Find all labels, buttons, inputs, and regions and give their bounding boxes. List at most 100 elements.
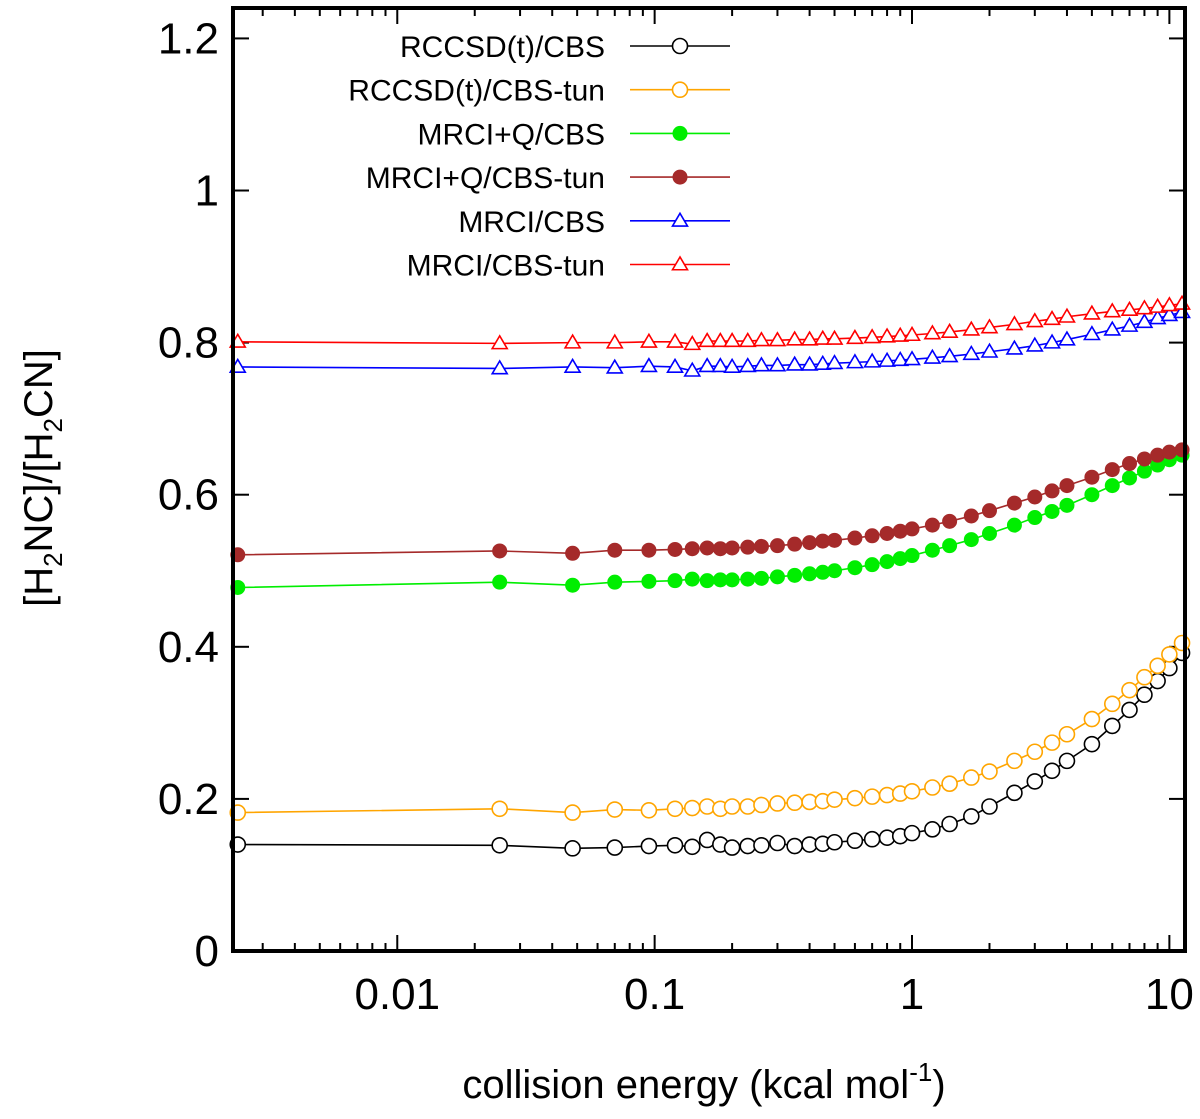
x-tick-label: 1 bbox=[900, 970, 924, 1019]
series-5 bbox=[228, 294, 1191, 351]
data-point bbox=[1148, 297, 1167, 313]
y-axis-title-sub: 2 bbox=[38, 552, 68, 566]
data-point bbox=[1135, 313, 1154, 329]
data-point bbox=[1136, 686, 1153, 704]
data-point bbox=[1084, 469, 1100, 485]
data-point bbox=[683, 361, 702, 377]
data-point bbox=[666, 332, 684, 348]
legend-item: MRCI+Q/CBS-tun bbox=[366, 162, 730, 195]
data-point bbox=[605, 333, 624, 349]
data-point bbox=[1122, 456, 1138, 472]
x-axis-title: collision energy (kcal mol-1) bbox=[462, 1057, 945, 1107]
data-point bbox=[879, 525, 895, 541]
data-point bbox=[1059, 497, 1075, 513]
legend-label: MRCI/CBS-tun bbox=[407, 250, 605, 283]
y-axis-title-sub: 2 bbox=[38, 418, 68, 432]
data-point bbox=[942, 538, 958, 554]
data-point bbox=[1173, 294, 1191, 310]
data-point bbox=[752, 331, 771, 347]
legend-item: RCCSD(t)/CBS bbox=[400, 31, 730, 64]
data-point bbox=[563, 333, 582, 349]
data-point bbox=[863, 328, 882, 344]
data-point bbox=[863, 830, 881, 848]
data-point bbox=[491, 836, 508, 854]
data-point bbox=[1120, 300, 1139, 316]
data-point bbox=[563, 357, 582, 373]
data-point bbox=[1005, 315, 1024, 331]
data-point bbox=[800, 330, 819, 346]
legend-marker bbox=[671, 37, 689, 55]
data-point bbox=[1160, 306, 1179, 322]
data-point bbox=[1083, 325, 1101, 341]
data-point bbox=[785, 330, 804, 346]
data-point bbox=[864, 557, 880, 573]
data-point bbox=[846, 353, 864, 369]
data-point bbox=[723, 357, 742, 373]
tick-labels: 0 0.2 0.4 0.6 0.8 1 1.2 0.01 0.1 1 10 bbox=[158, 14, 1194, 1019]
data-point bbox=[940, 322, 959, 339]
series-1 bbox=[229, 634, 1191, 821]
data-point bbox=[981, 763, 998, 780]
data-point bbox=[786, 794, 803, 812]
data-point bbox=[1084, 487, 1100, 503]
data-point bbox=[813, 354, 832, 370]
data-point bbox=[1160, 296, 1179, 312]
legend: RCCSD(t)/CBS RCCSD(t)/CBS-tun MRCI+Q/CBS MR… bbox=[348, 31, 730, 283]
y-tick-label: 0 bbox=[195, 927, 219, 976]
legend-label: MRCI+Q/CBS-tun bbox=[366, 162, 605, 195]
y-tick-label: 0.2 bbox=[158, 775, 219, 824]
legend-marker bbox=[671, 81, 689, 98]
plot-frame bbox=[231, 6, 1187, 953]
data-point bbox=[698, 332, 717, 348]
data-point bbox=[786, 837, 803, 855]
data-point bbox=[941, 775, 958, 792]
data-point bbox=[878, 351, 896, 367]
data-point bbox=[753, 570, 769, 586]
data-point bbox=[827, 563, 843, 579]
data-point bbox=[923, 348, 942, 364]
data-point bbox=[942, 513, 958, 529]
legend-item: MRCI/CBS bbox=[458, 206, 730, 239]
data-point bbox=[1058, 330, 1076, 346]
legend-label: MRCI/CBS bbox=[458, 206, 605, 239]
data-point bbox=[739, 837, 757, 855]
data-point bbox=[1025, 336, 1044, 352]
data-point bbox=[903, 325, 921, 342]
data-point bbox=[1026, 743, 1044, 761]
data-point bbox=[827, 532, 843, 548]
data-point bbox=[1027, 510, 1043, 526]
data-point bbox=[1161, 444, 1177, 460]
data-point bbox=[940, 347, 959, 363]
x-axis-title-sup: -1 bbox=[909, 1057, 932, 1087]
data-point bbox=[740, 539, 756, 555]
data-point bbox=[640, 802, 658, 819]
data-point bbox=[1006, 784, 1023, 802]
data-point bbox=[962, 320, 981, 336]
data-point bbox=[1136, 451, 1152, 467]
data-point bbox=[924, 517, 940, 533]
plot-series bbox=[228, 294, 1191, 857]
data-point bbox=[666, 836, 684, 854]
data-point bbox=[802, 535, 818, 551]
legend-item: RCCSD(t)/CBS-tun bbox=[348, 75, 730, 108]
data-point bbox=[769, 538, 785, 554]
data-point bbox=[723, 798, 741, 815]
data-point bbox=[903, 350, 921, 366]
data-point bbox=[699, 573, 715, 589]
data-point bbox=[699, 540, 715, 556]
data-point bbox=[981, 798, 998, 815]
data-point bbox=[962, 344, 981, 361]
series-4 bbox=[228, 303, 1191, 377]
data-point bbox=[1044, 503, 1060, 519]
data-point bbox=[606, 839, 624, 856]
data-point bbox=[769, 834, 786, 852]
data-point bbox=[607, 542, 623, 558]
data-point bbox=[785, 355, 804, 371]
data-point bbox=[800, 355, 819, 371]
data-point bbox=[879, 554, 895, 570]
data-point bbox=[1083, 735, 1101, 753]
data-point bbox=[924, 821, 941, 838]
data-point bbox=[1058, 752, 1076, 770]
data-point bbox=[847, 560, 863, 576]
